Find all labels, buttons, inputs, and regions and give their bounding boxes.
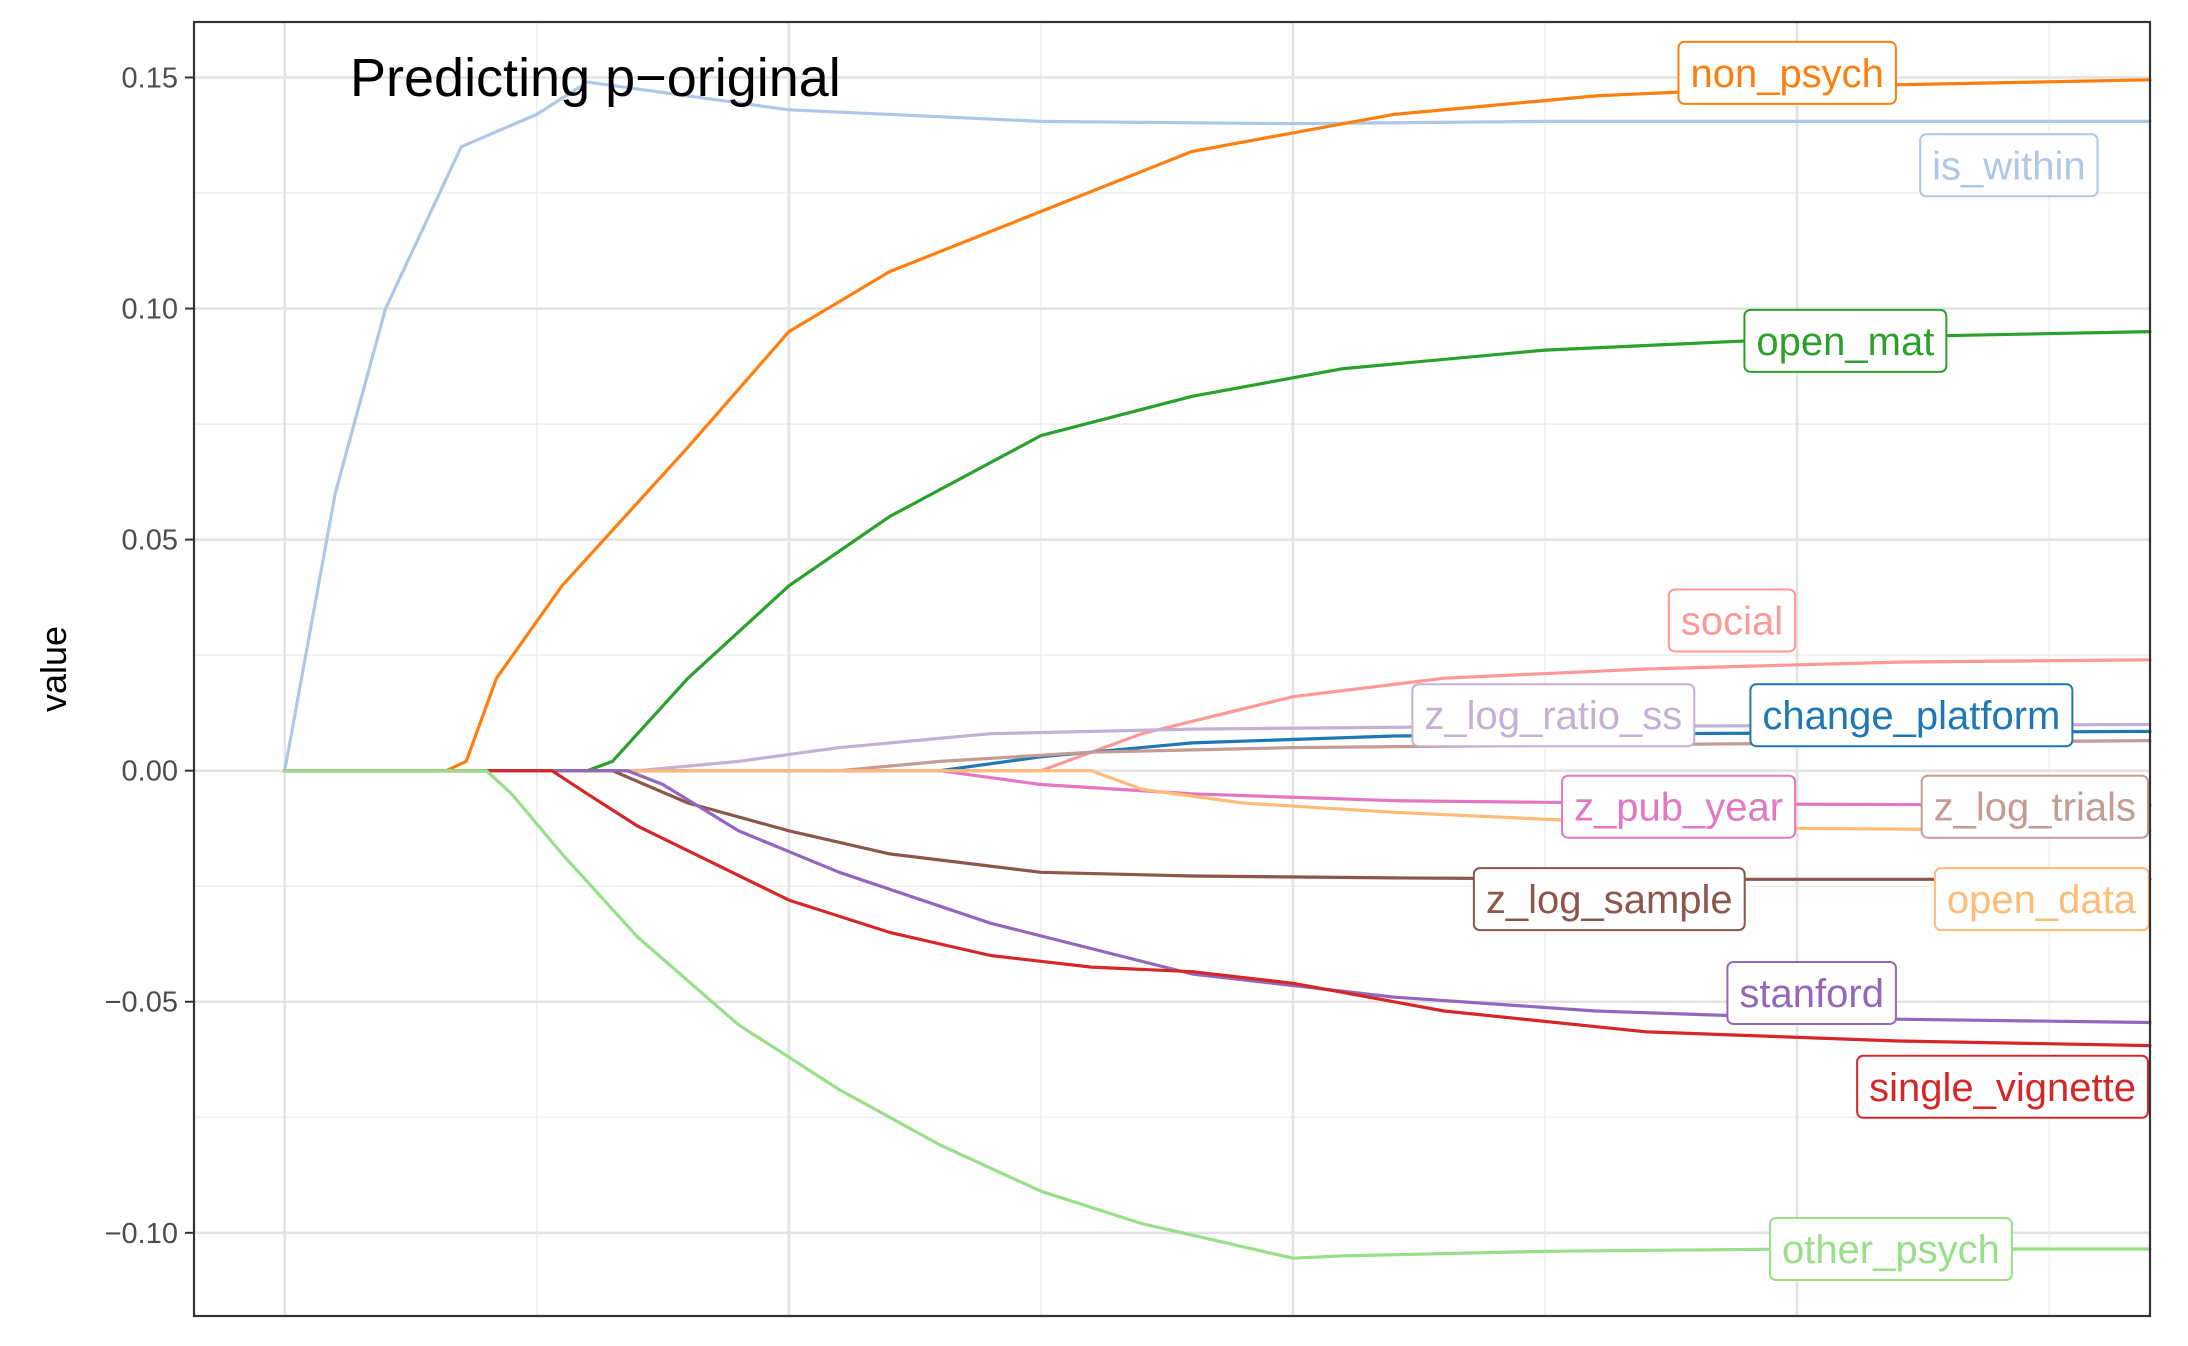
y-tick-label: 0.15 — [122, 62, 178, 94]
series-label-text: non_psych — [1690, 52, 1883, 96]
series-line-stanford — [283, 769, 2152, 1025]
label-single-vignette: single_vignette — [1856, 1054, 2149, 1119]
series-label-text: z_log_sample — [1486, 878, 1733, 922]
label-box — [1411, 683, 1696, 748]
label-open-data: open_data — [1933, 867, 2150, 932]
label-box — [1768, 1216, 2013, 1281]
label-other-psych: other_psych — [1768, 1216, 2013, 1281]
label-box — [1472, 867, 1746, 932]
series-label-text: z_log_ratio_ss — [1424, 694, 1682, 738]
plot-panel-border — [192, 20, 2152, 1318]
label-stanford: stanford — [1726, 960, 1897, 1025]
series-line-is-within — [283, 80, 2152, 773]
series-label-text: change_platform — [1762, 694, 2060, 738]
series-label-text: open_data — [1947, 878, 2137, 922]
label-box — [1920, 774, 2149, 839]
series-line-single-vignette — [283, 769, 2152, 1048]
y-axis: 0.15 0.10 0.05 0.00 −0.05 −0.10 — [105, 62, 194, 1250]
label-box — [1856, 1054, 2149, 1119]
y-tick-label: 0.05 — [122, 525, 178, 557]
label-box — [1933, 867, 2150, 932]
series-label-text: stanford — [1739, 972, 1884, 1016]
y-tick-label: −0.10 — [105, 1218, 178, 1250]
series-label-text: social — [1681, 599, 1783, 643]
label-box — [1743, 308, 1948, 373]
label-z-log-ratio-ss: z_log_ratio_ss — [1411, 683, 1696, 748]
label-z-log-trials: z_log_trials — [1920, 774, 2149, 839]
y-tick-label: −0.05 — [105, 987, 178, 1019]
y-axis-title: value — [33, 626, 74, 712]
label-z-pub-year: z_pub_year — [1561, 774, 1797, 839]
label-non-psych: non_psych — [1677, 40, 1897, 105]
label-change-platform: change_platform — [1749, 683, 2074, 748]
label-z-log-sample: z_log_sample — [1472, 867, 1746, 932]
label-box — [1667, 588, 1797, 653]
series-line-non-psych — [283, 78, 2152, 773]
label-box — [1561, 774, 1797, 839]
label-open-mat: open_mat — [1743, 308, 1948, 373]
label-box — [1919, 133, 2099, 198]
label-box — [1749, 683, 2074, 748]
series-line-other-psych — [283, 769, 2152, 1260]
series-label-text: other_psych — [1782, 1228, 2000, 1272]
plot-title: Predicting p−original — [350, 48, 841, 108]
series-label-text: z_pub_year — [1574, 786, 1783, 830]
series-label-text: is_within — [1932, 144, 2085, 188]
series-line-social — [283, 658, 2152, 773]
y-tick-label: 0.00 — [122, 756, 178, 788]
label-box — [1677, 40, 1897, 105]
series-line-open-mat — [283, 330, 2152, 773]
series-label-text: open_mat — [1756, 320, 1934, 364]
label-is-within: is_within — [1919, 133, 2099, 198]
series-label-text: z_log_trials — [1934, 786, 2136, 830]
series-label-text: single_vignette — [1869, 1066, 2136, 1110]
label-social: social — [1667, 588, 1797, 653]
y-tick-label: 0.10 — [122, 294, 178, 326]
label-box — [1726, 960, 1897, 1025]
